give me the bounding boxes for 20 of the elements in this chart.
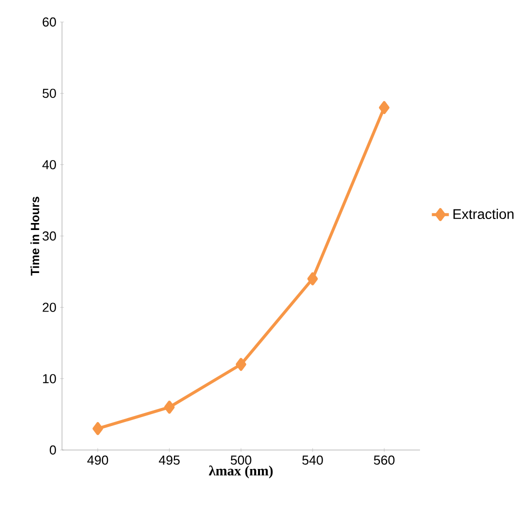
y-tick-label: 0 <box>50 445 56 455</box>
point <box>236 358 246 371</box>
point <box>307 272 318 286</box>
x-tick-label: 540 <box>302 456 323 465</box>
point <box>164 400 175 414</box>
x-tick-label: 495 <box>158 456 180 465</box>
point <box>378 101 390 114</box>
point <box>92 422 104 436</box>
x-tick-label: 560 <box>374 456 394 465</box>
x-tick-label: 490 <box>87 456 108 465</box>
y-axis-title: Time in Hours <box>30 196 40 276</box>
y-tick-label: 60 <box>42 17 56 27</box>
y-tick-label: 10 <box>43 374 56 384</box>
x-axis-title: λmax (nm) <box>208 466 273 478</box>
x-tick-label: 500 <box>230 456 252 465</box>
y-tick-label: 50 <box>42 88 56 98</box>
y-tick-label: 40 <box>42 160 56 170</box>
legend-label: Extraction <box>453 208 514 220</box>
y-tick-label: 30 <box>42 231 56 241</box>
y-tick-label: 20 <box>42 302 56 312</box>
